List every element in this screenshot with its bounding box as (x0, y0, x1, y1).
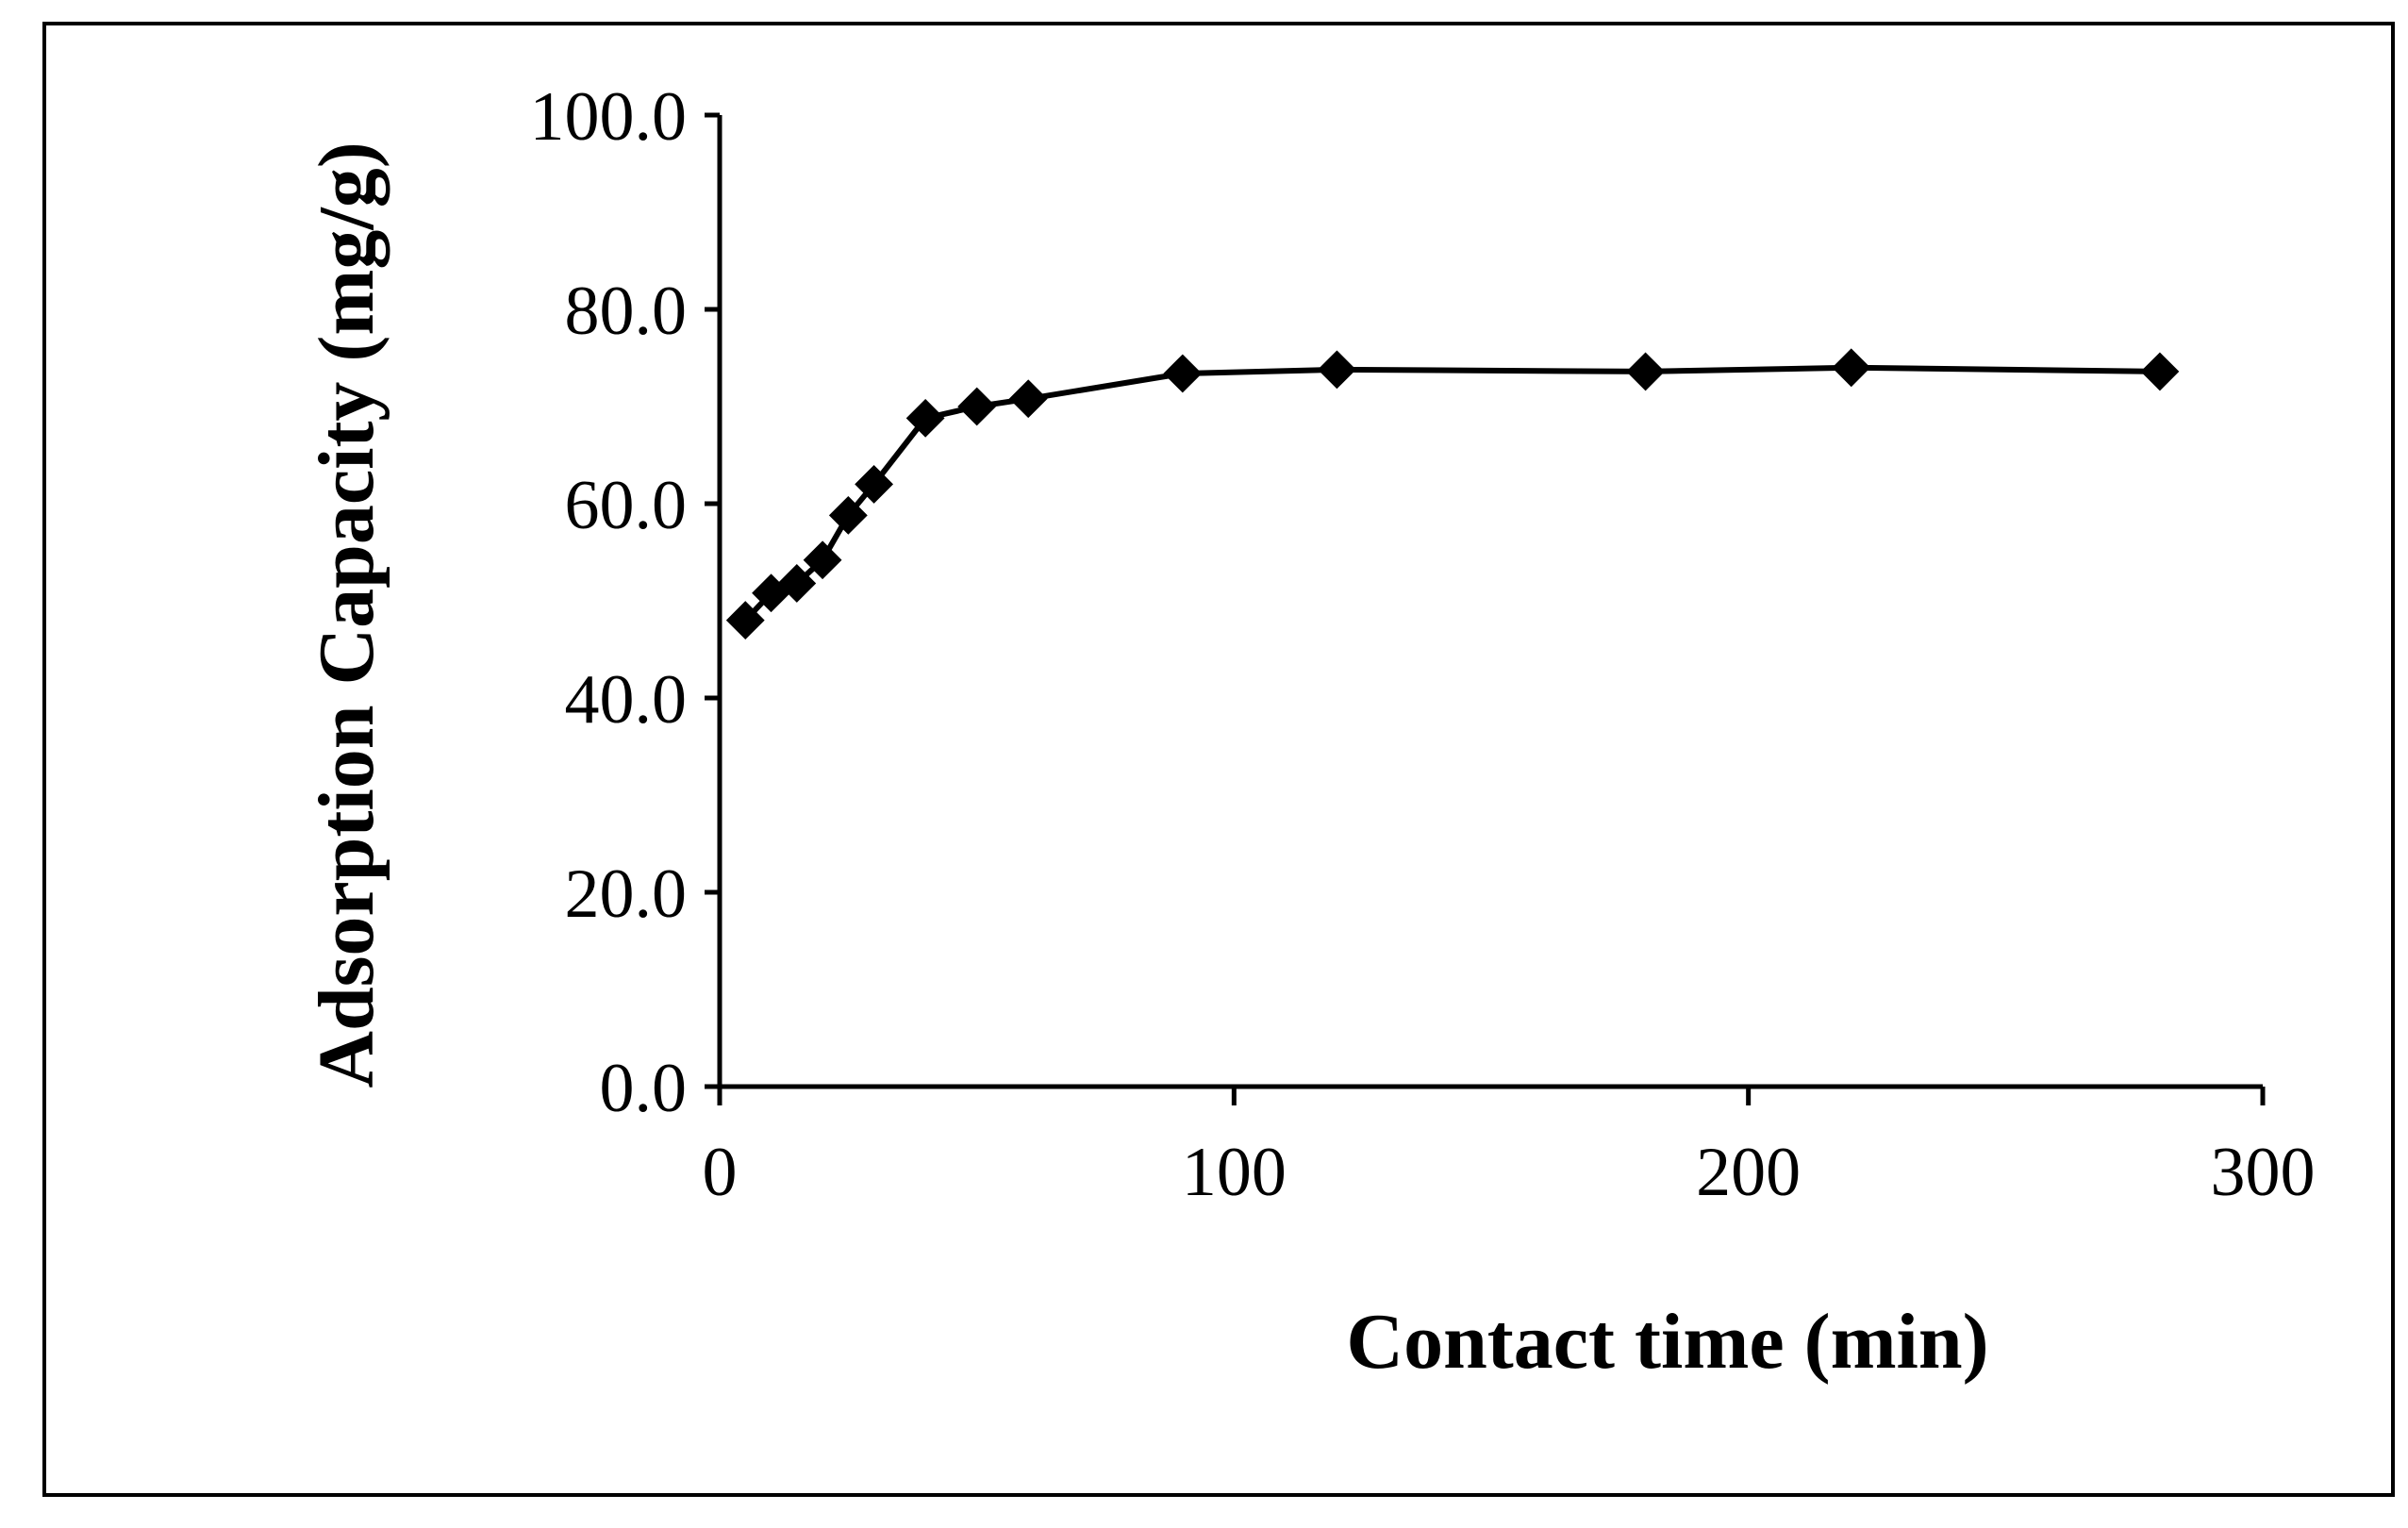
chart-frame (42, 22, 2395, 1497)
y-tick-label: 40.0 (565, 661, 688, 739)
y-ticks: 0.0 20.0 40.0 60.0 80.0 100.0 (530, 78, 720, 1127)
data-point (1008, 379, 1048, 419)
y-axis-title: Adsorption Capacity (mg/g) (303, 141, 390, 1088)
x-tick-label: 300 (2211, 1134, 2316, 1211)
data-point (905, 398, 945, 438)
y-tick-label: 80.0 (565, 273, 688, 350)
data-point (803, 540, 842, 580)
x-tick-label: 200 (1696, 1134, 1801, 1211)
axes (717, 115, 2263, 1089)
data-point (855, 464, 894, 504)
x-tick-label: 100 (1182, 1134, 1287, 1211)
y-tick-label: 60.0 (565, 467, 688, 544)
data-point (957, 387, 997, 426)
y-tick-label: 0.0 (600, 1050, 688, 1127)
data-point (777, 564, 817, 603)
x-axis-title: Contact time (min) (1346, 1298, 1988, 1386)
data-point (1163, 354, 1203, 393)
data-point (1832, 348, 1871, 388)
y-tick-label: 20.0 (565, 855, 688, 933)
x-tick-label: 0 (703, 1134, 738, 1211)
data-point (1626, 352, 1666, 391)
series-markers (725, 348, 2180, 640)
data-point (1317, 350, 1356, 390)
data-point (828, 495, 868, 535)
data-point (2140, 352, 2180, 391)
x-ticks: 0 100 200 300 (703, 1087, 2316, 1211)
data-point (725, 601, 765, 640)
y-tick-label: 100.0 (530, 78, 688, 156)
